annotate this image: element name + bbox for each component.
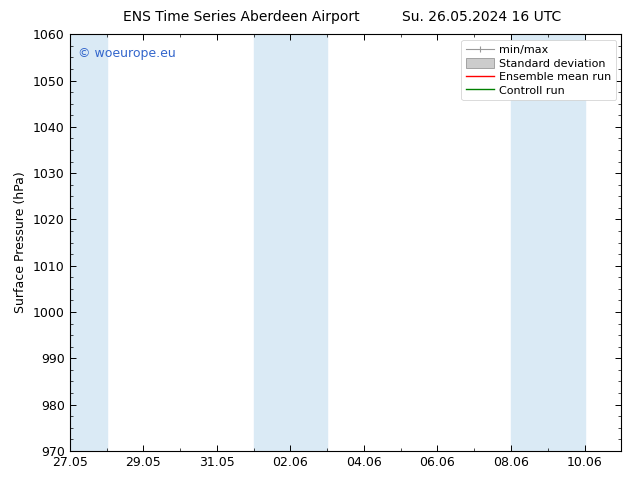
Legend: min/max, Standard deviation, Ensemble mean run, Controll run: min/max, Standard deviation, Ensemble me… — [462, 40, 616, 100]
Bar — [511, 34, 585, 451]
Text: © woeurope.eu: © woeurope.eu — [78, 47, 176, 60]
Bar — [70, 34, 107, 451]
Bar — [254, 34, 327, 451]
Text: ENS Time Series Aberdeen Airport: ENS Time Series Aberdeen Airport — [122, 10, 359, 24]
Text: Su. 26.05.2024 16 UTC: Su. 26.05.2024 16 UTC — [402, 10, 562, 24]
Y-axis label: Surface Pressure (hPa): Surface Pressure (hPa) — [15, 172, 27, 314]
